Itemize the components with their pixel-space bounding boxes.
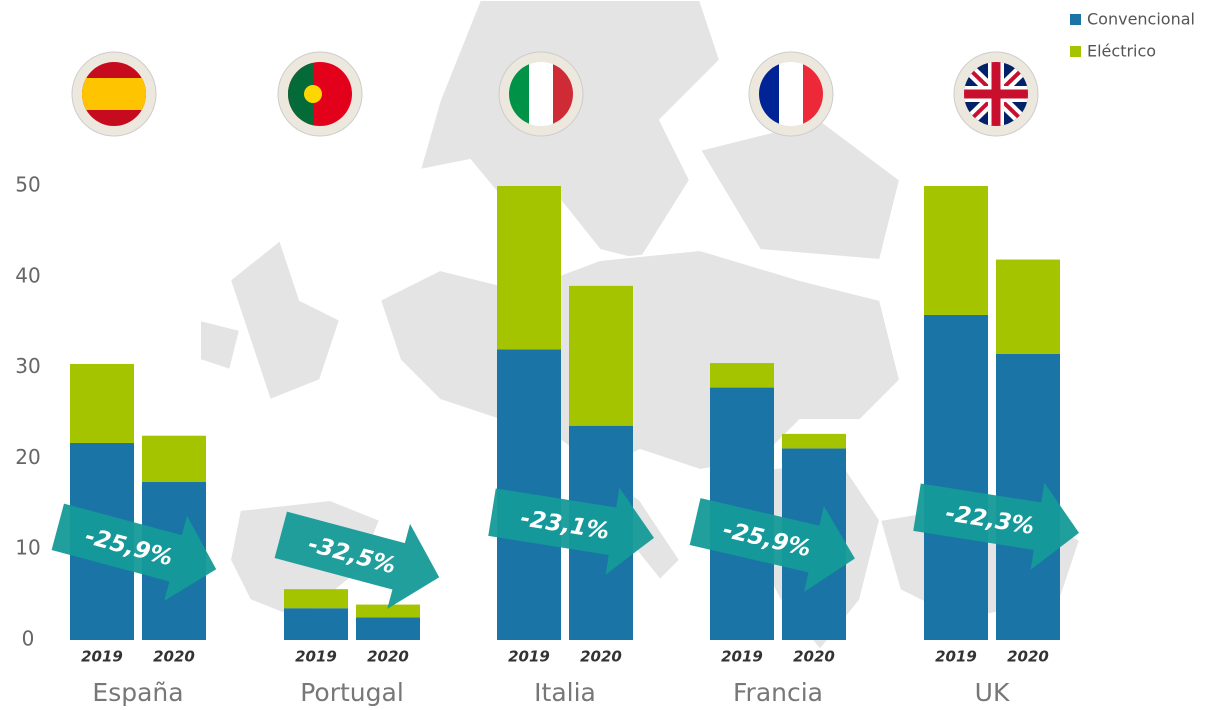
bar-segment	[70, 363, 134, 443]
y-tick-label: 0	[22, 627, 35, 651]
country-label: Italia	[534, 678, 596, 707]
year-label: 2019	[935, 648, 977, 666]
year-label: 2020	[367, 648, 409, 666]
bar-segment	[284, 589, 348, 609]
change-arrow: -32,5%	[274, 511, 440, 609]
year-label: 2020	[793, 648, 835, 666]
bar-segment	[924, 314, 988, 640]
country-label: UK	[975, 678, 1010, 707]
change-arrow: -23,1%	[488, 487, 654, 575]
bar-segment	[356, 617, 420, 640]
year-label: 2020	[580, 648, 622, 666]
y-tick-label: 50	[15, 173, 40, 197]
bar-segment	[924, 186, 988, 315]
arrow-shape	[488, 487, 654, 575]
country-label: Francia	[733, 678, 823, 707]
year-label: 2019	[295, 648, 337, 666]
bar-segment	[569, 285, 633, 426]
bar-segment	[284, 608, 348, 640]
legend-label: Convencional	[1087, 10, 1195, 29]
legend-swatch	[1070, 46, 1081, 57]
bar-segment	[142, 435, 206, 483]
change-arrow: -25,9%	[51, 503, 217, 601]
year-label: 2020	[1007, 648, 1049, 666]
bar-segment	[497, 186, 561, 350]
arrow-shape	[51, 503, 217, 601]
change-arrow: -22,3%	[913, 482, 1079, 570]
arrow-shape	[689, 498, 855, 592]
bar-segment	[782, 433, 846, 449]
arrow-shape	[913, 482, 1079, 570]
arrow-shape	[274, 511, 440, 609]
legend-swatch	[1070, 14, 1081, 25]
y-tick-label: 30	[15, 354, 40, 378]
bar-segment	[356, 604, 420, 618]
year-label: 2019	[721, 648, 763, 666]
y-tick-label: 40	[15, 263, 40, 287]
change-arrow: -25,9%	[689, 498, 855, 592]
y-tick-label: 10	[15, 536, 40, 560]
legend-label: Eléctrico	[1087, 42, 1156, 61]
y-tick-label: 20	[15, 445, 40, 469]
year-label: 2019	[81, 648, 123, 666]
bar-segment	[996, 259, 1060, 354]
country-label: España	[92, 678, 183, 707]
year-label: 2019	[508, 648, 550, 666]
flags	[71, 51, 1039, 137]
bar-segment	[710, 363, 774, 388]
country-label: Portugal	[300, 678, 404, 707]
year-label: 2020	[153, 648, 195, 666]
